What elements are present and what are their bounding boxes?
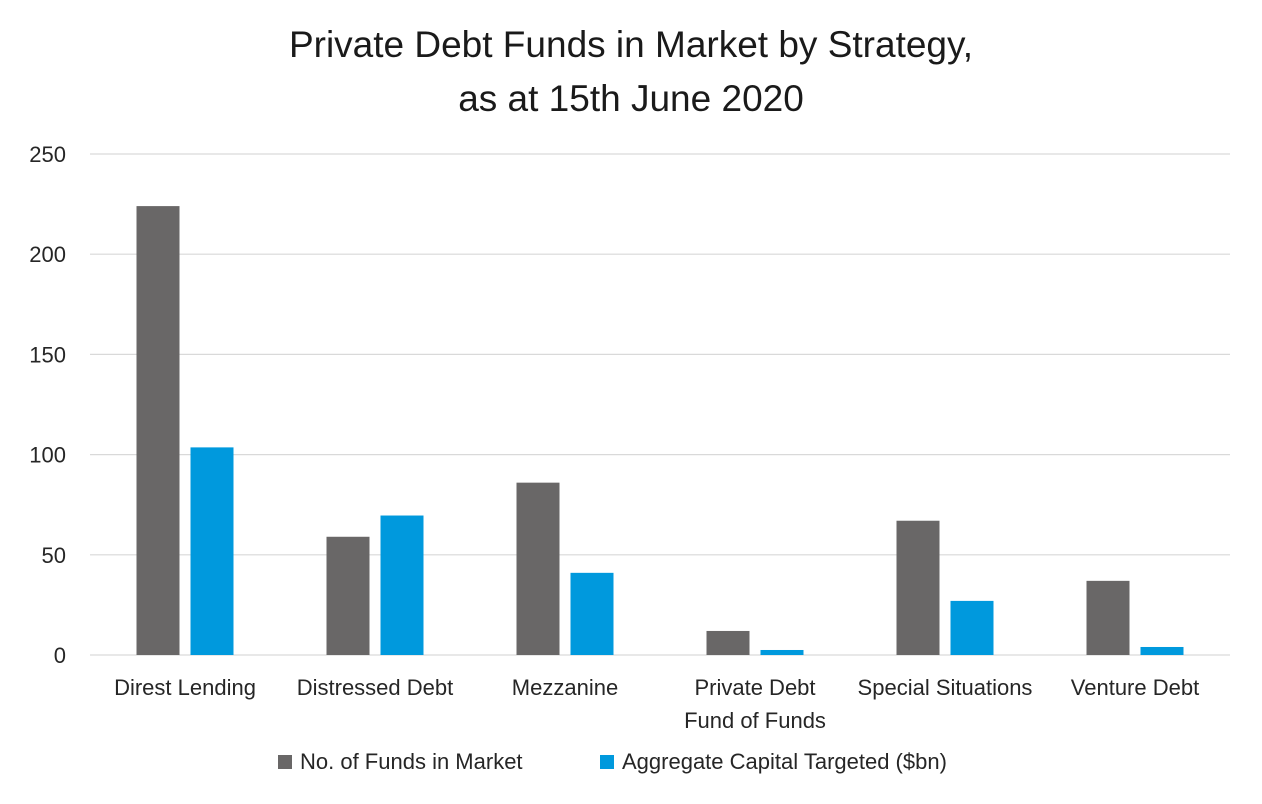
bar-funds-in-market bbox=[706, 630, 750, 655]
chart-title-line: Private Debt Funds in Market by Strategy… bbox=[289, 24, 973, 65]
x-category-label: Special Situations bbox=[858, 675, 1033, 700]
legend-swatch bbox=[278, 755, 292, 769]
legend-label: Aggregate Capital Targeted ($bn) bbox=[622, 749, 947, 774]
y-tick-label: 50 bbox=[42, 543, 66, 568]
x-category-label: Private Debt bbox=[694, 675, 815, 700]
x-category-label: Distressed Debt bbox=[297, 675, 454, 700]
bar-aggregate-capital bbox=[1140, 646, 1184, 655]
bars bbox=[136, 206, 1184, 655]
chart-title: Private Debt Funds in Market by Strategy… bbox=[289, 24, 973, 119]
y-tick-label: 150 bbox=[29, 342, 66, 367]
bar-funds-in-market bbox=[1086, 580, 1130, 655]
bar-aggregate-capital bbox=[570, 572, 614, 655]
legend: No. of Funds in Market Aggregate Capital … bbox=[278, 749, 947, 774]
bar-aggregate-capital bbox=[380, 515, 424, 655]
gridlines bbox=[90, 153, 1230, 656]
x-category-label: Direst Lending bbox=[114, 675, 256, 700]
bar-funds-in-market bbox=[326, 536, 370, 655]
bar-aggregate-capital bbox=[950, 600, 994, 655]
bar-funds-in-market bbox=[896, 520, 940, 655]
legend-swatch bbox=[600, 755, 614, 769]
x-axis-labels: Direst Lending Distressed Debt Mezzanine Pr… bbox=[114, 675, 1199, 733]
bar-funds-in-market bbox=[516, 482, 560, 655]
y-tick-label: 0 bbox=[54, 643, 66, 668]
x-category-label: Fund of Funds bbox=[684, 708, 826, 733]
bar-funds-in-market bbox=[136, 206, 180, 655]
legend-label: No. of Funds in Market bbox=[300, 749, 523, 774]
bar-aggregate-capital bbox=[190, 447, 234, 655]
y-axis-ticks: 0 50 100 150 200 250 bbox=[29, 142, 66, 668]
chart-title-line: as at 15th June 2020 bbox=[458, 78, 804, 119]
bar-aggregate-capital bbox=[760, 649, 804, 655]
y-tick-label: 250 bbox=[29, 142, 66, 167]
x-category-label: Venture Debt bbox=[1071, 675, 1199, 700]
y-tick-label: 100 bbox=[29, 443, 66, 468]
y-tick-label: 200 bbox=[29, 242, 66, 267]
x-category-label: Mezzanine bbox=[512, 675, 618, 700]
